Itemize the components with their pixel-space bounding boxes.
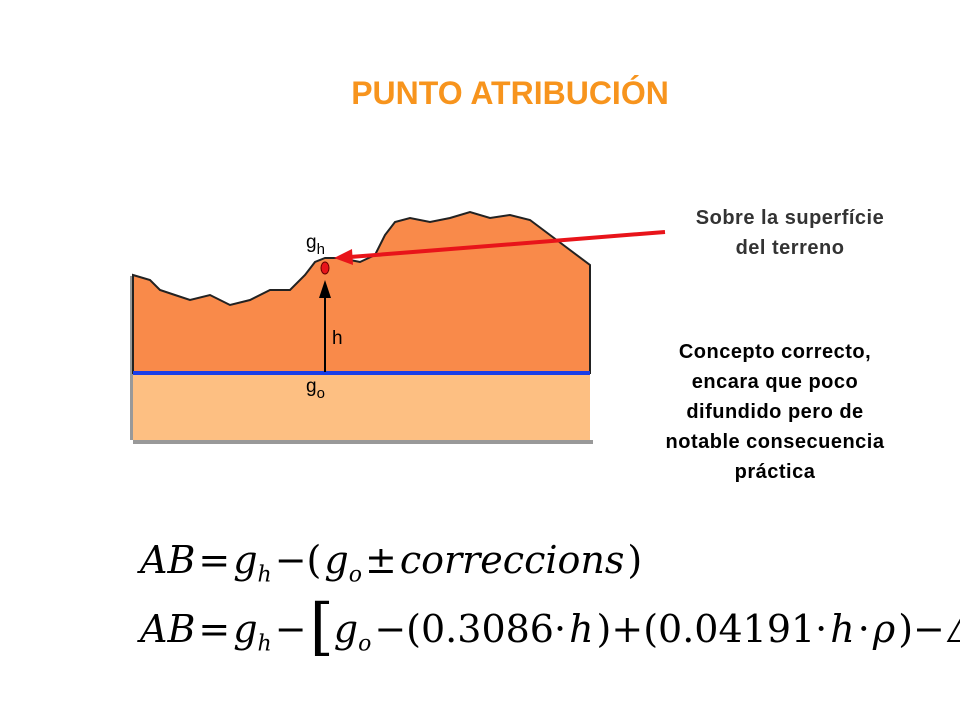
annotation-line: encara que poco (691, 371, 859, 393)
formula: AB=gh−[go−(0.3086·h)+(0.04191·h·ρ)−Δtopo… (140, 590, 960, 663)
formula-token: Δ (948, 607, 960, 651)
formula-token: h (830, 607, 855, 651)
title: PUNTO ATRIBUCIÓN (351, 75, 669, 111)
formula-subscript: h (257, 631, 272, 657)
formula-token: )− (898, 607, 945, 651)
formula-token: )+(0.04191· (596, 607, 828, 651)
terrain (132, 210, 591, 374)
formula-token: AB (140, 607, 196, 651)
point (320, 261, 330, 275)
formula-subscript: h (257, 562, 272, 588)
formula-token: = (198, 607, 231, 651)
formula-token: − (274, 607, 307, 651)
formula-subscript: o (348, 562, 362, 588)
formula-token: AB (140, 538, 196, 582)
formula-token: g (233, 607, 258, 651)
formula-token: [ (309, 590, 334, 663)
annotation-line: notable consecuencia (665, 431, 885, 453)
arrow-head (319, 280, 331, 298)
formula-token: −( (274, 538, 322, 582)
label-go-sub: o (317, 385, 325, 402)
annotation-line: Sobre la superfície (695, 207, 885, 229)
formula-token: = (198, 538, 231, 582)
formula-token: correccions (399, 538, 625, 582)
formula-token: · (857, 607, 870, 651)
label-go: go (306, 376, 325, 402)
formula-token: ) (627, 538, 643, 582)
annotation: Sobre la superfície del terreno (650, 203, 930, 263)
annotation-line: Concepto correcto, (678, 341, 872, 363)
annotation-line: práctica (734, 461, 816, 483)
pointer-arrow (349, 230, 666, 259)
label-gh-base: g (306, 232, 317, 253)
lower-layer (133, 373, 590, 440)
label-go-base: g (306, 376, 317, 397)
annotation: Concepto correcto, encara que poco difundi… (620, 337, 930, 487)
formula-token: −(0.3086· (374, 607, 567, 651)
formula-token: g (333, 607, 359, 651)
formula-token: g (324, 538, 349, 582)
label-h: h (332, 328, 343, 349)
formula-token: ± (364, 538, 397, 582)
annotation-line: del terreno (735, 237, 845, 259)
formula-token: g (233, 538, 258, 582)
annotation-line: difundido pero de (686, 401, 864, 423)
label-gh-sub: h (317, 241, 325, 258)
formula-token: ρ (872, 607, 896, 651)
pointer-head (334, 249, 353, 265)
label-gh: gh (306, 232, 325, 258)
formula-subscript: o (358, 631, 372, 657)
formula: AB=gh−(go±correccions) (140, 538, 645, 588)
formula-token: h (569, 607, 594, 651)
